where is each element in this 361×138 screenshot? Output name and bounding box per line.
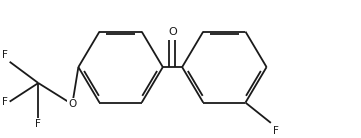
Text: F: F	[273, 126, 279, 136]
Text: F: F	[2, 97, 8, 107]
Text: F: F	[2, 50, 8, 60]
Text: O: O	[168, 27, 177, 37]
Text: O: O	[68, 99, 77, 109]
Text: F: F	[35, 120, 41, 129]
